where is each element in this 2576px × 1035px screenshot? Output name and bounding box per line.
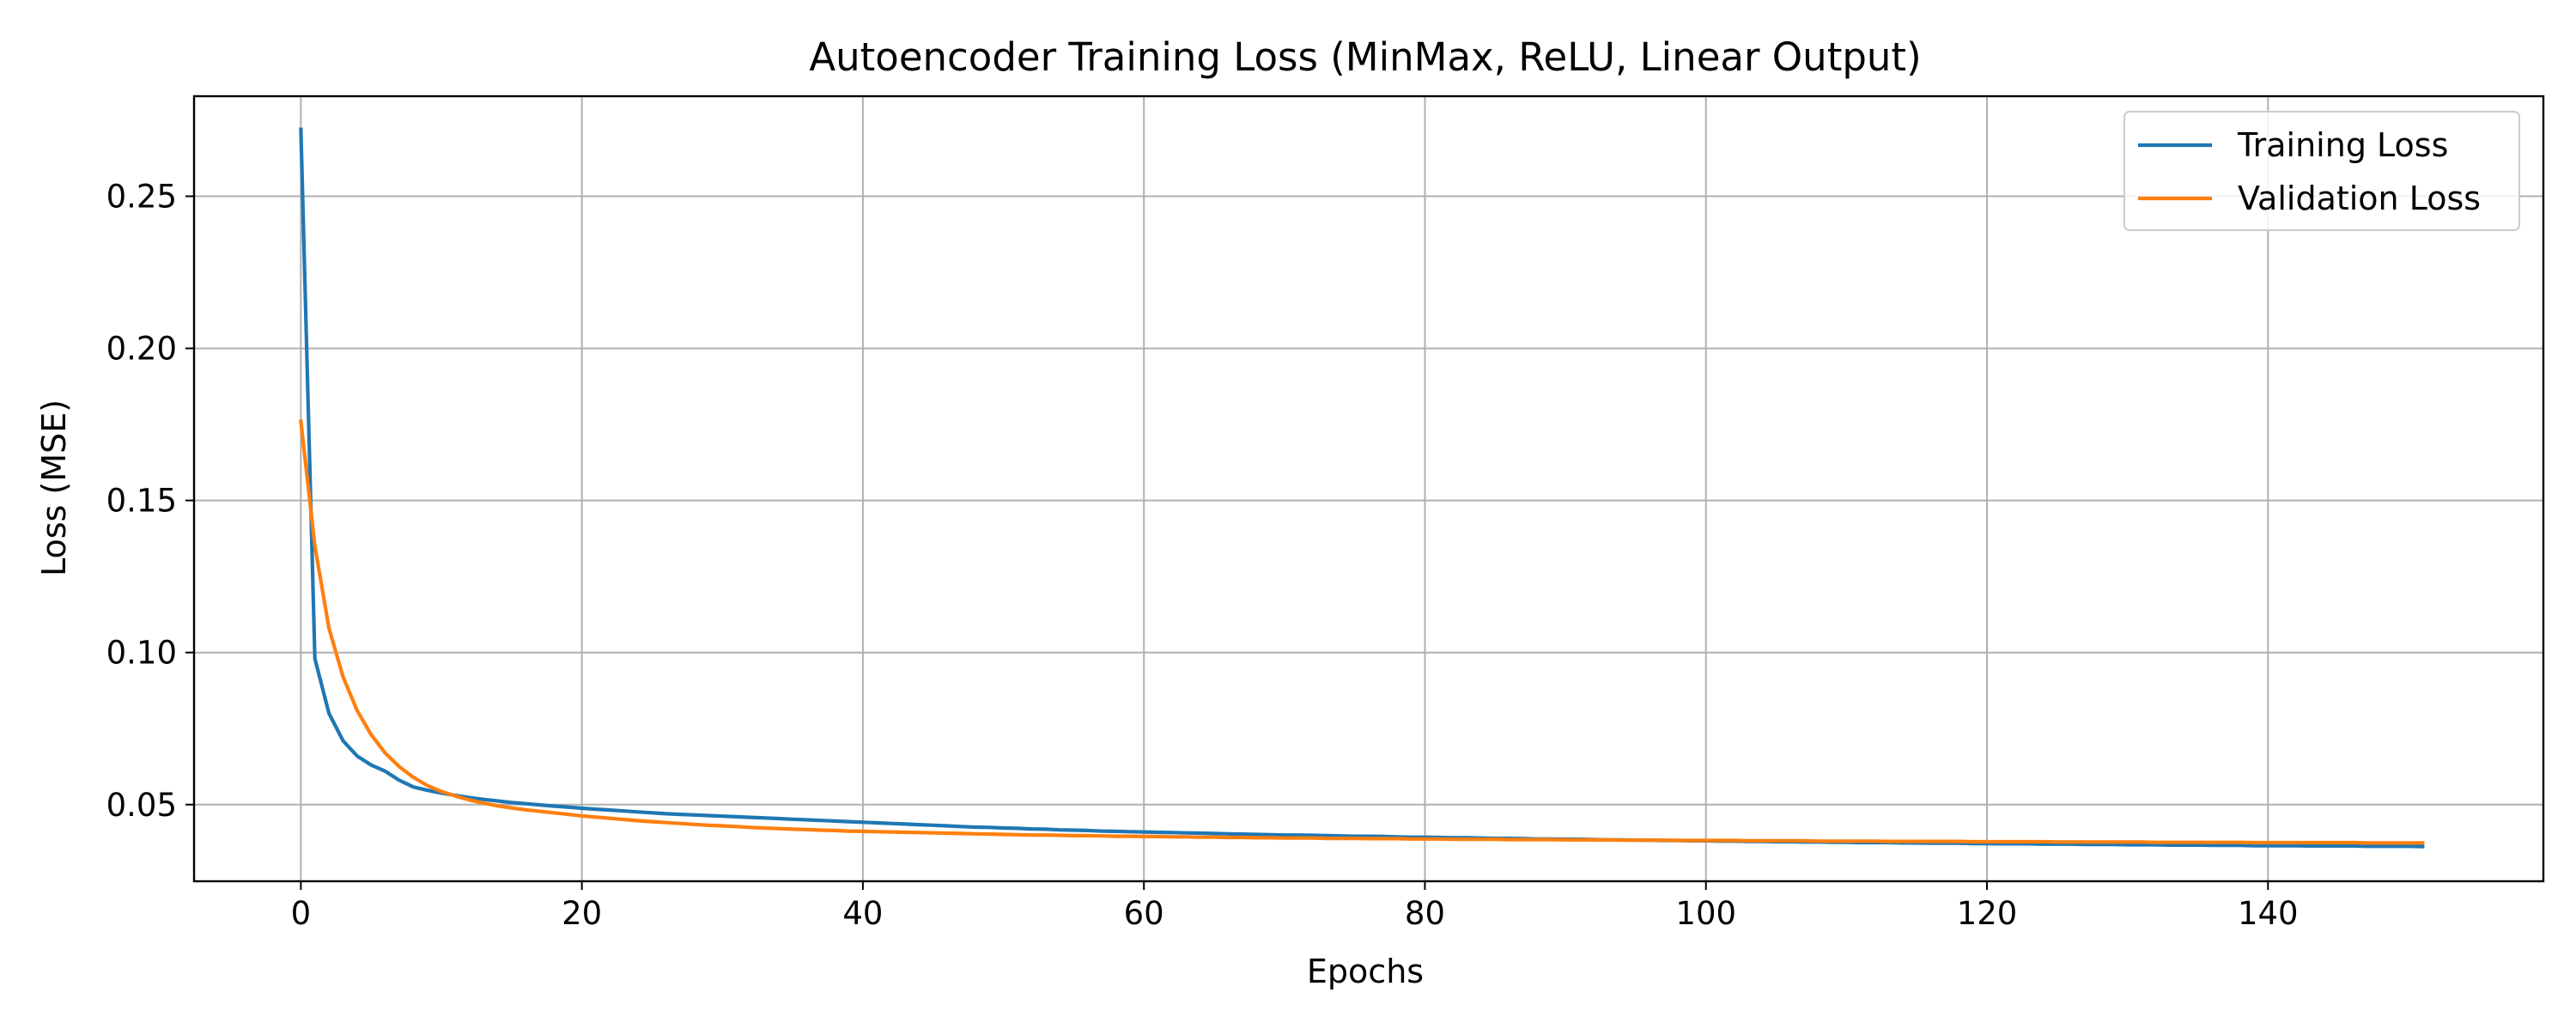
x-tick-label: 0: [291, 895, 312, 932]
plot-area-frame: [192, 94, 2545, 883]
legend-frame: [2123, 111, 2520, 231]
y-tick-label: 0.10: [106, 635, 177, 672]
x-tick-label: 60: [1124, 895, 1164, 932]
series-lines: [299, 127, 2425, 849]
legend: Training Loss Validation Loss: [2123, 111, 2520, 231]
x-axis-ticks: 0 20 40 60 80 100 120 140: [291, 881, 2299, 932]
x-tick-label: 140: [2238, 895, 2299, 932]
legend-label: Validation Loss: [2238, 180, 2481, 217]
y-tick-label: 0.25: [106, 179, 177, 216]
x-tick-label: 20: [562, 895, 602, 932]
y-axis-title: Loss (MSE): [35, 399, 73, 576]
x-axis-title: Epochs: [1307, 953, 1424, 990]
y-tick-label: 0.20: [106, 331, 177, 368]
x-tick-label: 80: [1405, 895, 1445, 932]
chart-title: Autoencoder Training Loss (MinMax, ReLU,…: [809, 34, 1921, 80]
y-tick-label: 0.05: [106, 787, 177, 824]
series-line-training-loss: [299, 127, 2425, 849]
y-tick-label: 0.15: [106, 483, 177, 520]
series-line-validation-loss: [299, 419, 2425, 845]
x-tick-label: 120: [1957, 895, 2018, 932]
y-axis-ticks: 0.05 0.10 0.15 0.20 0.25: [106, 179, 194, 824]
legend-label: Training Loss: [2237, 126, 2448, 164]
x-tick-label: 100: [1675, 895, 1736, 932]
x-tick-label: 40: [842, 895, 883, 932]
